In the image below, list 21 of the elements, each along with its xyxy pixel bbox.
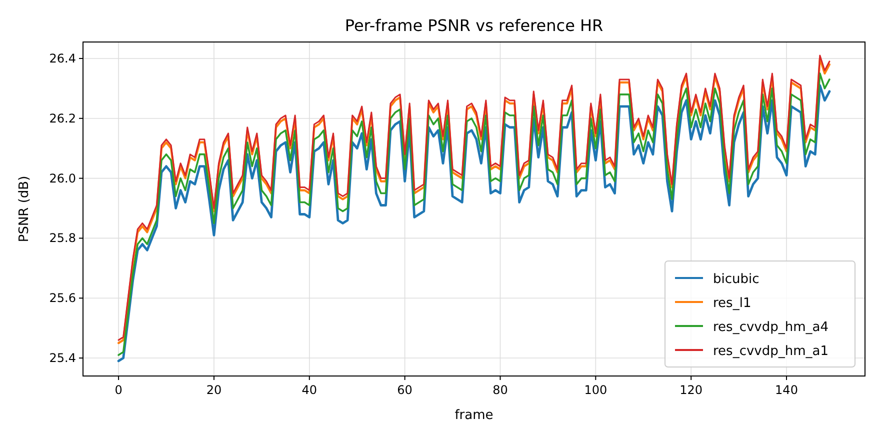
x-axis-title: frame	[454, 408, 494, 423]
x-tick-label: 60	[397, 383, 412, 397]
y-tick-label: 26.0	[49, 171, 76, 186]
y-tick-label: 26.4	[49, 51, 76, 66]
x-tick-label: 140	[775, 383, 798, 397]
legend-label: bicubic	[713, 272, 760, 287]
x-tick-label: 80	[492, 383, 508, 397]
legend-label: res_l1	[713, 296, 752, 311]
x-tick-label: 20	[206, 383, 222, 397]
x-tick-label: 120	[680, 383, 703, 397]
y-tick-label: 25.8	[49, 231, 76, 246]
y-tick-label: 26.2	[49, 111, 76, 126]
legend-label: res_cvvdp_hm_a4	[713, 320, 829, 335]
x-tick-label: 40	[302, 383, 318, 397]
chart-title: Per-frame PSNR vs reference HR	[344, 16, 604, 35]
x-tick-label: 0	[114, 383, 122, 397]
y-axis-title: PSNR (dB)	[17, 176, 32, 242]
x-tick-label: 100	[584, 383, 608, 397]
y-tick-label: 25.4	[49, 351, 76, 366]
y-tick-label: 25.6	[49, 291, 76, 306]
legend-label: res_cvvdp_hm_a1	[713, 344, 829, 359]
